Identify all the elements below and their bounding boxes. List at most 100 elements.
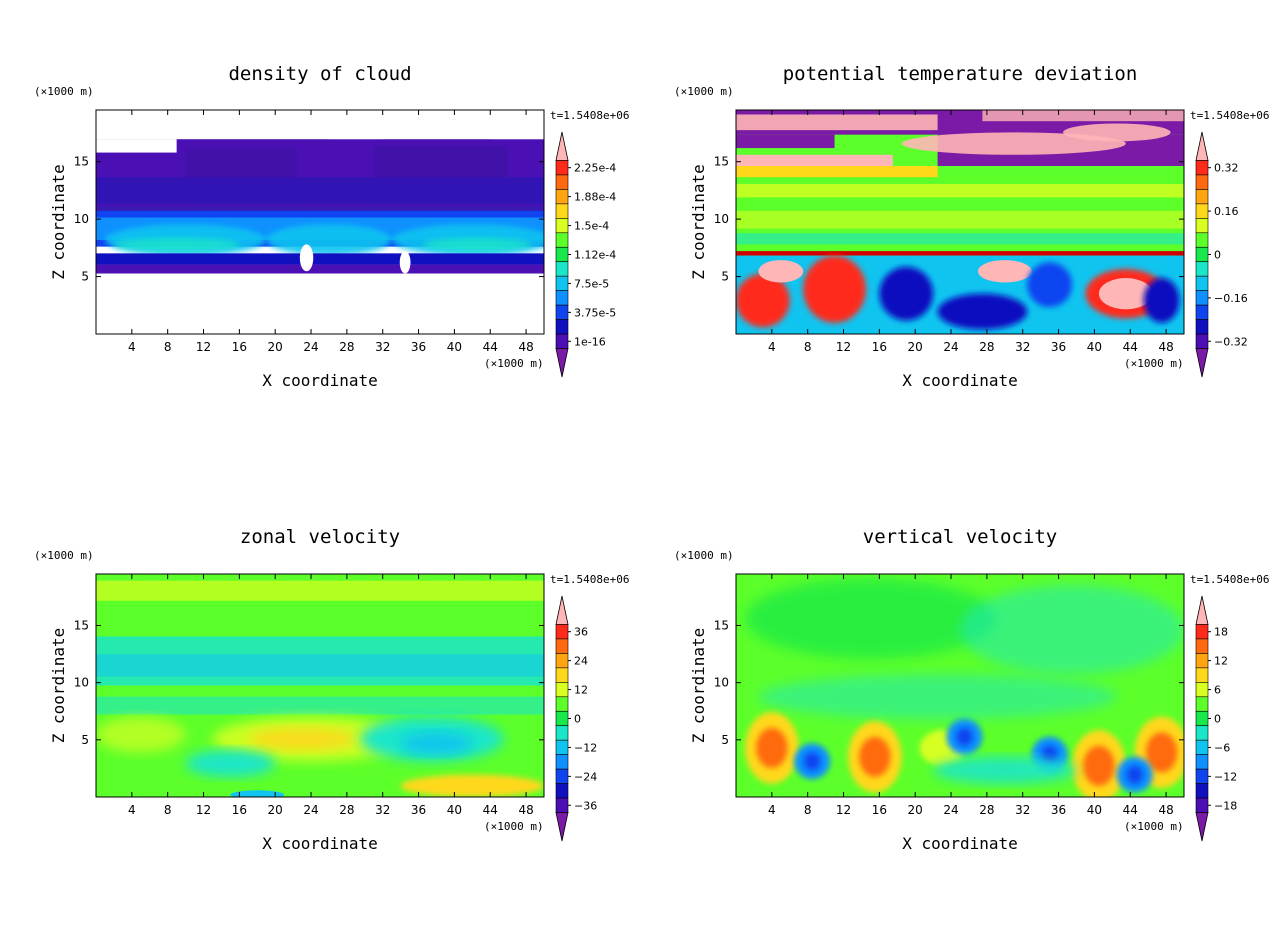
y-unit-label: (×1000 m) [34, 85, 94, 98]
colorbar-swatch [555, 754, 569, 770]
colorbar-swatch [555, 696, 569, 712]
colorbar-swatch [555, 682, 569, 698]
field-region [96, 580, 544, 601]
field-region [736, 251, 1184, 256]
field-blob [1041, 745, 1058, 764]
x-axis-label: X coordinate [902, 834, 1018, 853]
x-tick-label: 32 [375, 803, 390, 817]
field-region [736, 154, 893, 166]
colorbar-swatch [1195, 174, 1209, 190]
x-tick-label: 32 [1015, 803, 1030, 817]
x-tick-label: 36 [411, 340, 426, 354]
colorbar-label: 6 [1214, 684, 1221, 697]
field-blob [879, 266, 934, 321]
y-tick-label: 5 [81, 270, 89, 284]
colorbar-swatch [1195, 624, 1209, 640]
field-blob [758, 260, 804, 283]
field-region [736, 134, 835, 149]
chart-panel: density of cloud (×1000 m) (×1000 m) t=1.54… [34, 63, 629, 390]
field-region [736, 166, 938, 178]
colorbar-swatch [1195, 333, 1209, 349]
field-blob [977, 260, 1032, 283]
x-tick-label: 40 [1087, 340, 1102, 354]
field-blob [859, 736, 891, 777]
colorbar: 36 24 12 0 −12 −24 −36 [555, 595, 597, 842]
chart-title: density of cloud [228, 63, 411, 85]
colorbar-swatch [555, 667, 569, 683]
colorbar-swatch [1195, 638, 1209, 654]
field-blob [299, 244, 314, 272]
y-tick-label: 15 [74, 618, 89, 632]
colorbar-swatch [1195, 725, 1209, 741]
colorbar-swatch [1195, 275, 1209, 291]
colorbar-swatch [1195, 246, 1209, 263]
field-blob [400, 774, 544, 797]
colorbar-swatch [555, 638, 569, 654]
field-blob [1083, 745, 1115, 786]
chart-title: zonal velocity [240, 526, 400, 548]
colorbar: 2.25e-4 1.88e-4 1.5e-4 1.12e-4 7.5e-5 3.75e-5… [555, 131, 616, 378]
x-tick-label: 20 [268, 803, 283, 817]
chart-panel: potential temperature deviation (×1000 m)… [674, 63, 1269, 390]
x-tick-label: 32 [375, 340, 390, 354]
x-axis-label: X coordinate [262, 834, 378, 853]
field-plot [736, 110, 1184, 334]
field-blob [1126, 765, 1143, 784]
colorbar-swatch [555, 725, 569, 741]
colorbar-swatch [1195, 696, 1209, 712]
y-tick-label: 15 [74, 155, 89, 169]
x-tick-label: 20 [908, 803, 923, 817]
x-tick-label: 12 [196, 803, 211, 817]
x-tick-label: 12 [836, 340, 851, 354]
field-blob [113, 237, 240, 252]
colorbar-label: 12 [1214, 655, 1228, 668]
field-region [96, 110, 544, 140]
colorbar-swatch [555, 203, 569, 219]
x-tick-label: 44 [483, 803, 498, 817]
colorbar-swatch [1195, 682, 1209, 698]
colorbar-swatch [555, 246, 569, 263]
colorbar-swatch [555, 304, 569, 320]
colorbar-swatch [1195, 739, 1209, 755]
colorbar-swatch [1195, 261, 1209, 277]
x-tick-label: 24 [303, 803, 318, 817]
plot-frame [95, 573, 545, 798]
colorbar-label: −6 [1214, 741, 1230, 754]
x-unit-label: (×1000 m) [1124, 357, 1184, 370]
colorbar-swatch [555, 261, 569, 277]
colorbar-label: 3.75e-5 [574, 306, 616, 319]
colorbar-swatch [1195, 203, 1209, 219]
field-blob [736, 273, 790, 328]
y-unit-label: (×1000 m) [674, 85, 734, 98]
field-region [96, 696, 544, 715]
colorbar-swatch [555, 319, 569, 335]
x-tick-label: 36 [411, 803, 426, 817]
field-region [736, 233, 1184, 245]
colorbar-swatch [1195, 653, 1209, 669]
field-blob [400, 732, 473, 755]
colorbar-top-triangle [555, 595, 569, 625]
field-blob [744, 578, 996, 659]
colorbar-label: 36 [574, 626, 588, 639]
colorbar-label: 12 [574, 684, 588, 697]
field-plot [96, 574, 544, 797]
chart-title: potential temperature deviation [783, 63, 1138, 85]
colorbar-label: 24 [574, 655, 588, 668]
x-tick-label: 8 [164, 340, 172, 354]
y-unit-label: (×1000 m) [34, 549, 94, 562]
x-tick-label: 24 [943, 340, 958, 354]
field-blob [960, 585, 1184, 675]
colorbar-swatch [555, 653, 569, 669]
field-blob [1143, 278, 1180, 323]
colorbar-bottom-triangle [1195, 812, 1209, 842]
x-tick-label: 36 [1051, 803, 1066, 817]
x-tick-label: 44 [483, 340, 498, 354]
colorbar-swatch [555, 160, 569, 176]
chart-panel: zonal velocity (×1000 m) (×1000 m) t=1.5408… [34, 526, 629, 853]
field-region [96, 654, 544, 677]
colorbar-label: 18 [1214, 626, 1228, 639]
x-tick-label: 12 [836, 803, 851, 817]
colorbar-label: −0.32 [1214, 335, 1248, 348]
colorbar-label: 0 [1214, 249, 1221, 262]
x-tick-label: 24 [303, 340, 318, 354]
